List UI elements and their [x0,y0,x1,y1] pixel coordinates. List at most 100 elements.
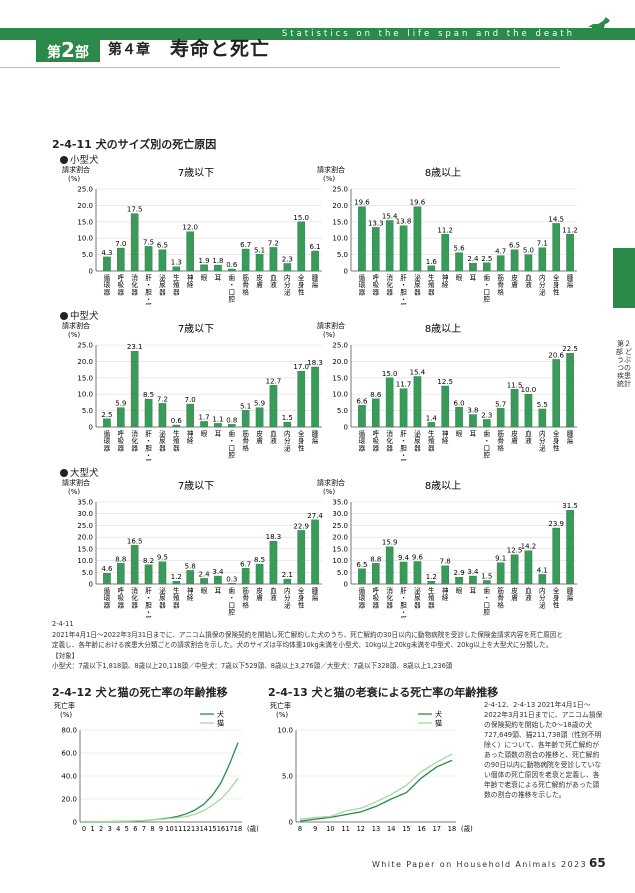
x-tick-label: 7 [142,825,146,833]
data-label: 12.5 [507,547,523,555]
bar [566,353,574,428]
category-label: 消化器 [131,429,138,452]
bar [144,564,153,585]
bar [483,580,491,585]
data-label: 13.3 [368,219,384,227]
y-axis-unit: (%) [68,331,80,339]
data-label: 17.0 [293,363,309,371]
category-label: 耳 [215,587,222,595]
bar [496,255,505,272]
y-axis-label: 請求割合 [317,321,345,330]
bar [427,580,436,585]
category-label: 呼吸器 [373,273,380,296]
group-label-small: 小型犬 [60,152,99,166]
data-label: 15.0 [293,214,309,222]
y-tick-label: 15.0 [77,218,93,226]
category-label: 全身性 [553,273,560,296]
y-axis-unit: (%) [323,331,335,339]
bar [158,561,167,585]
panel-title: 8歳以上 [425,480,461,492]
x-tick-label: 12 [182,825,190,833]
y-axis-label: 死亡率 [54,701,75,710]
bar [441,385,449,428]
data-label: 5.5 [537,401,548,409]
data-label: 8.6 [370,391,382,399]
category-label: 内分泌 [539,586,546,609]
y-tick-label: 0 [344,424,348,432]
category-label: 皮膚 [511,586,518,602]
category-label: 腫瘍 [312,273,319,289]
category-label: 呼吸器 [118,273,125,296]
y-tick-label: 60.0 [61,750,77,758]
category-label: 歯・口腔 [229,429,236,460]
bar [385,377,394,428]
bar [496,408,505,428]
y-tick-label: 5.0 [337,251,348,259]
category-label: 全身性 [298,429,305,452]
data-label: 4.1 [537,566,548,574]
y-tick-label: 0 [89,268,93,276]
x-tick-label: 6 [133,825,137,833]
legend-label-cat: 猫 [435,719,442,728]
data-label: 11.7 [396,381,412,389]
data-label: 19.6 [410,199,426,207]
data-label: 1.1 [212,415,223,423]
bar [455,577,463,585]
y-tick-label: 5.0 [82,569,93,577]
category-label: 歯・口腔 [484,586,491,617]
y-tick-label: 20.0 [332,358,348,366]
y-tick-label: 40.0 [61,773,77,781]
y-tick-label: 0 [344,268,348,276]
y-tick-label: 80.0 [61,727,77,735]
category-label: 生殖器 [428,273,435,296]
category-label: 呼吸器 [373,586,380,609]
x-tick-label: 11 [341,825,349,833]
data-label: 1.2 [171,573,182,581]
category-label: 消化器 [386,429,393,452]
y-tick-label: 20.0 [332,202,348,210]
bar [496,562,505,585]
header-divider [0,67,560,68]
x-tick-label: 14 [387,825,395,833]
category-label: 腫瘍 [567,273,574,289]
data-label: 6.5 [356,561,367,569]
bar [413,206,422,272]
bar [372,563,380,585]
x-tick-label: 10 [165,825,173,833]
category-label: 肝・胆・膵 [400,430,407,461]
category-label: 神経 [442,586,449,602]
data-label: 6.1 [309,243,320,251]
data-label: 15.4 [410,368,426,376]
data-label: 6.5 [509,242,520,250]
data-label: 15.0 [382,370,398,378]
data-label: 0.6 [171,417,183,425]
data-label: 22.5 [562,345,578,353]
category-label: 生殖器 [173,429,180,452]
bar [172,266,181,272]
data-label: 6.6 [356,397,368,405]
bar [117,563,125,585]
data-label: 23.1 [127,343,143,351]
notes-2-4-11: 2-4-11 2021年4月1日～2022年3月31日までに、アニコム損保の保険… [52,620,563,670]
data-label: 6.7 [240,241,251,249]
y-tick-label: 25.0 [332,186,348,194]
data-label: 1.6 [426,258,438,266]
bar [469,575,477,585]
panel-title: 7歳以下 [178,167,214,179]
x-tick-label: 18 [234,825,242,833]
bar [538,574,547,585]
data-label: 22.9 [293,522,309,530]
y-tick-label: 20.0 [77,358,93,366]
data-label: 2.5 [481,255,492,263]
category-label: 呼吸器 [118,586,125,609]
category-label: 神経 [187,273,194,289]
category-label: 歯・口腔 [484,273,491,304]
x-tick-label: 15 [402,825,410,833]
bar [214,423,222,428]
x-tick-label: 4 [116,825,120,833]
bar [311,366,319,428]
bar [372,227,380,272]
data-label: 7.1 [537,240,548,248]
bar [399,388,408,428]
category-label: 消化器 [131,273,138,296]
